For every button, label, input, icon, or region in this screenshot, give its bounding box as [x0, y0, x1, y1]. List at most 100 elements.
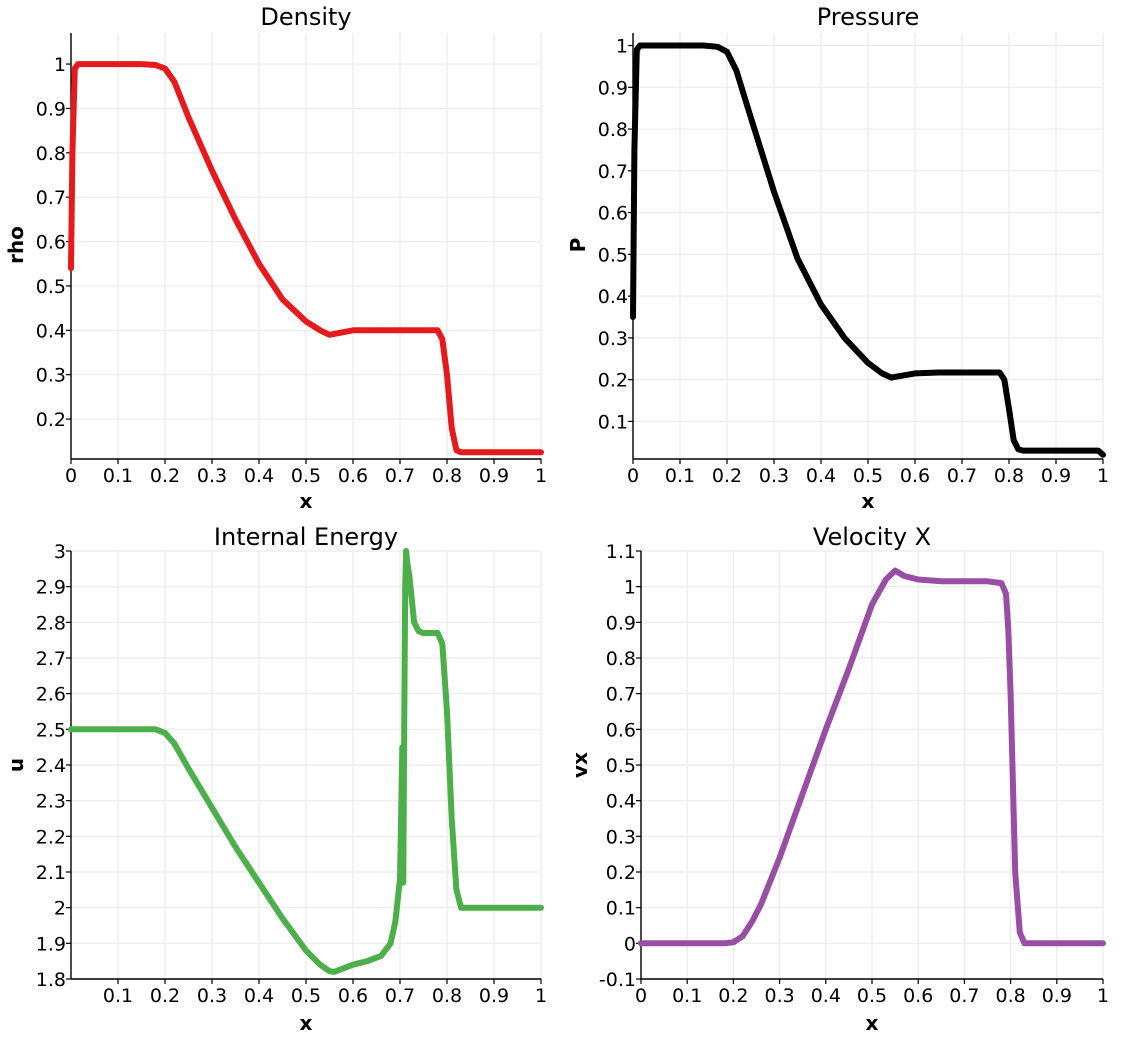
velocity-x-grid	[640, 550, 1104, 980]
pressure-x-tick-label: 0.6	[900, 465, 930, 487]
internal-energy-x-tick-label: 1	[535, 985, 547, 1007]
internal-energy-series-line	[68, 548, 544, 975]
pressure-y-tick-label: 0.2	[598, 370, 628, 392]
velocity-x-panel: Velocity X x vx 0 0.1 0.2 0.3 0.4 0.5 0.6 0.7 0.…	[568, 523, 1109, 1035]
velocity-x-x-tick-label: 0.8	[995, 985, 1025, 1007]
internal-energy-title: Internal Energy	[214, 523, 398, 551]
internal-energy-grid	[71, 550, 542, 980]
density-y-tick-label: 0.7	[36, 187, 66, 209]
pressure-series-line	[630, 42, 1106, 458]
internal-energy-x-tick-label: 0.1	[103, 985, 133, 1007]
internal-energy-x-tick-label: 0.9	[479, 985, 509, 1007]
pressure-ylabel: P	[566, 238, 590, 253]
internal-energy-x-tick-label: 0.8	[432, 985, 462, 1007]
velocity-x-x-tick-label: 0	[635, 985, 647, 1007]
velocity-x-y-tick-label: 0.9	[606, 612, 636, 634]
density-series-line	[68, 61, 544, 456]
velocity-x-title: Velocity X	[813, 523, 931, 551]
pressure-y-tick-label: 0.3	[598, 328, 628, 350]
pressure-x-tick-label: 0.5	[853, 465, 883, 487]
internal-energy-y-tick-label: 2.9	[36, 577, 66, 599]
internal-energy-y-tick-label: 1.8	[36, 969, 66, 991]
pressure-y-tick-label: 0.5	[598, 244, 628, 266]
velocity-x-y-tick-label: 0.8	[606, 648, 636, 670]
density-ylabel: rho	[4, 226, 28, 264]
internal-energy-y-tick-label: 2.6	[36, 684, 66, 706]
internal-energy-y-tick-label: 2.8	[36, 612, 66, 634]
internal-energy-y-tick-label: 2.4	[36, 755, 66, 777]
density-x-tick-label: 0	[65, 465, 77, 487]
internal-energy-xlabel: x	[300, 1011, 313, 1035]
pressure-y-tick-label: 0.4	[598, 286, 628, 308]
density-x-tick-label: 0.3	[197, 465, 227, 487]
internal-energy-y-tick-label: 1.9	[36, 933, 66, 955]
density-y-tick-label: 0.3	[36, 365, 66, 387]
density-y-tick-label: 0.9	[36, 98, 66, 120]
internal-energy-x-tick-label: 0.3	[197, 985, 227, 1007]
velocity-x-x-tick-label: 0.6	[903, 985, 933, 1007]
internal-energy-y-tick-label: 2.7	[36, 648, 66, 670]
velocity-x-y-tick-label: 0.2	[606, 862, 636, 884]
pressure-y-tick-label: 0.6	[598, 203, 628, 225]
density-y-tick-label: 1	[54, 54, 66, 76]
density-x-tick-label: 0.4	[244, 465, 274, 487]
pressure-x-tick-label: 0.3	[759, 465, 789, 487]
density-y-tick-label: 0.8	[36, 143, 66, 165]
pressure-grid	[632, 33, 1104, 459]
velocity-x-x-tick-label: 0.9	[1042, 985, 1072, 1007]
internal-energy-x-tick-label: 0.7	[385, 985, 415, 1007]
velocity-x-y-tick-label: 0	[624, 933, 636, 955]
density-x-tick-label: 0.6	[338, 465, 368, 487]
density-x-tick-label: 0.5	[291, 465, 321, 487]
internal-energy-y-tick-label: 2.2	[36, 826, 66, 848]
internal-energy-y-tick-label: 2.5	[36, 719, 66, 741]
internal-energy-x-tick-label: 0.4	[244, 985, 274, 1007]
density-x-tick-label: 0.7	[385, 465, 415, 487]
density-title: Density	[260, 3, 351, 31]
internal-energy-y-tick-label: 2	[54, 898, 66, 920]
pressure-y-tick-label: 0.8	[598, 119, 628, 141]
velocity-x-y-tick-label: 1	[624, 577, 636, 599]
internal-energy-x-tick-label: 0.5	[291, 985, 321, 1007]
velocity-x-y-tick-label: 1.1	[606, 541, 636, 563]
velocity-x-x-tick-label: 0.2	[718, 985, 748, 1007]
pressure-x-tick-label: 0	[627, 465, 639, 487]
pressure-x-tick-label: 0.8	[994, 465, 1024, 487]
internal-energy-y-tick-label: 2.1	[36, 862, 66, 884]
internal-energy-x-tick-label: 0.2	[150, 985, 180, 1007]
pressure-y-tick-label: 0.9	[598, 77, 628, 99]
velocity-x-y-tick-label: 0.1	[606, 898, 636, 920]
density-y-tick-label: 0.4	[36, 320, 66, 342]
internal-energy-ylabel: u	[4, 758, 28, 772]
velocity-x-y-tick-label: -0.1	[599, 969, 636, 991]
pressure-x-tick-label: 1	[1097, 465, 1109, 487]
velocity-x-y-tick-label: 0.4	[606, 791, 636, 813]
density-xlabel: x	[300, 489, 313, 513]
pressure-x-tick-label: 0.1	[665, 465, 695, 487]
density-x-tick-label: 0.9	[479, 465, 509, 487]
velocity-x-x-tick-label: 0.5	[857, 985, 887, 1007]
density-y-tick-label: 0.6	[36, 232, 66, 254]
pressure-x-tick-label: 0.4	[806, 465, 836, 487]
velocity-x-xlabel: x	[866, 1011, 879, 1035]
internal-energy-x-tick-label: 0.6	[338, 985, 368, 1007]
velocity-x-x-tick-label: 1	[1097, 985, 1109, 1007]
pressure-title: Pressure	[817, 3, 919, 31]
internal-energy-y-tick-label: 2.3	[36, 791, 66, 813]
pressure-y-tick-label: 0.1	[598, 411, 628, 433]
density-grid	[70, 33, 542, 459]
pressure-x-tick-label: 0.7	[947, 465, 977, 487]
velocity-x-y-tick-label: 0.3	[606, 826, 636, 848]
velocity-x-x-tick-label: 0.1	[672, 985, 702, 1007]
velocity-x-y-tick-label: 0.7	[606, 684, 636, 706]
velocity-x-ylabel: vx	[568, 752, 592, 778]
velocity-x-series-line	[638, 567, 1106, 947]
pressure-y-tick-label: 1	[616, 36, 628, 58]
density-x-tick-label: 0.1	[103, 465, 133, 487]
velocity-x-y-tick-label: 0.6	[606, 719, 636, 741]
velocity-x-x-tick-label: 0.3	[764, 985, 794, 1007]
density-y-tick-label: 0.5	[36, 276, 66, 298]
density-panel: Density x rho 0 0.1 0.2 0.3 0.4 0.5 0.6 0.7 0.8 0…	[4, 3, 547, 513]
velocity-x-x-tick-label: 0.7	[949, 985, 979, 1007]
